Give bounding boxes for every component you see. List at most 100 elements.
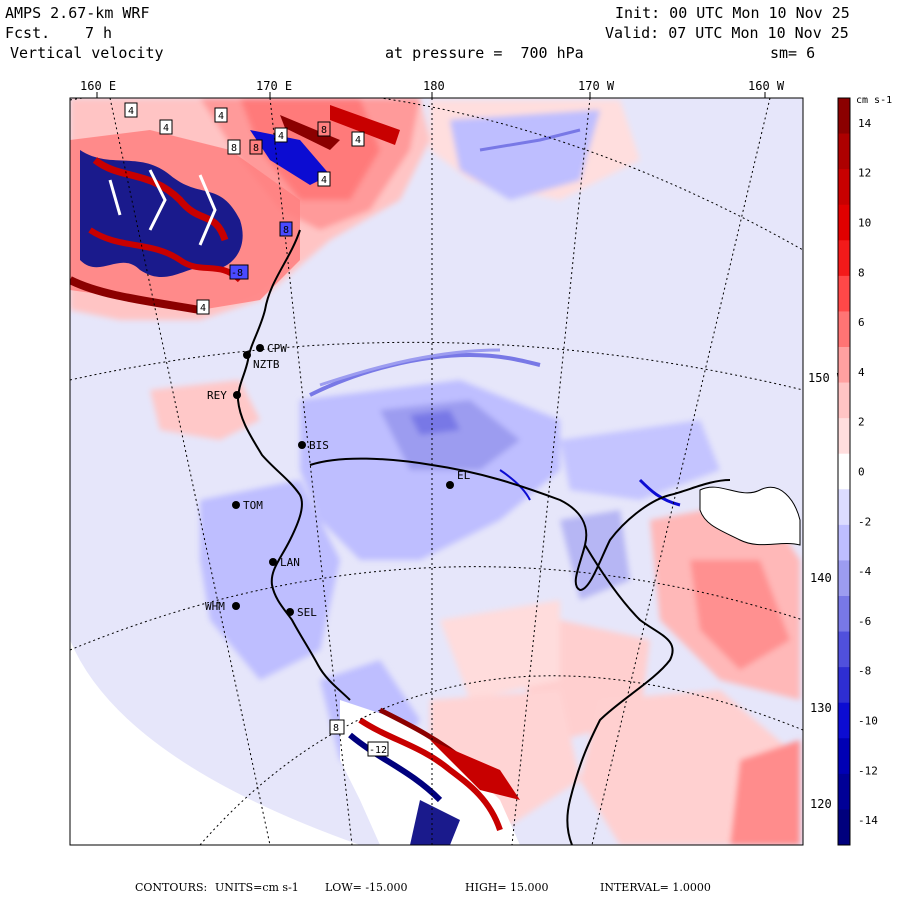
station-marker-tom [232, 501, 240, 509]
station-marker-rey [233, 391, 241, 399]
colorbar-swatch [838, 204, 850, 241]
colorbar-units: cm s-1 [856, 95, 893, 106]
contour-label: 8 [333, 723, 339, 734]
station-label-whm: WHM [205, 600, 225, 613]
footer-interval: INTERVAL= 1.0000 [600, 881, 711, 894]
colorbar-swatch [838, 809, 850, 846]
colorbar-tick-label: -14 [858, 814, 878, 827]
coastline [236, 229, 731, 845]
contour-label: 4 [128, 106, 134, 117]
domain-edge-white [70, 640, 360, 845]
station-label-lan: LAN [280, 556, 300, 569]
station-marker-whm [232, 602, 240, 610]
colorbar-swatch [838, 738, 850, 775]
lon-label-160e: 160 E [80, 79, 117, 93]
station-marker-lan [269, 558, 277, 566]
colorbar-tick-label: 2 [858, 416, 865, 429]
station-marker-cpw [256, 344, 264, 352]
colorbar-tick-label: -2 [858, 515, 871, 528]
station-marker-bis [298, 441, 306, 449]
footer-low: LOW= -15.000 [325, 881, 408, 894]
footer-high: HIGH= 15.000 [465, 881, 549, 894]
map-frame [69, 97, 804, 846]
contour-label: -8 [231, 268, 243, 279]
colorbar-swatch [838, 382, 850, 419]
colorbar-swatch [838, 560, 850, 597]
colorbar-swatch [838, 311, 850, 348]
upper-band [479, 128, 581, 152]
colorbar-swatch [838, 631, 850, 668]
contour-label: 8 [231, 143, 237, 154]
colorbar-swatch [838, 347, 850, 384]
elongated-band-2 [319, 348, 501, 387]
station-label-nztb: NZTB [253, 358, 280, 371]
colorbar-tick-label: 8 [858, 266, 865, 279]
contour-label: 8 [321, 125, 327, 136]
pressure-level: at pressure = 700 hPa [385, 44, 584, 62]
lon-label-160w: 160 W [748, 79, 785, 93]
station-label-bis: BIS [309, 439, 329, 452]
station-marker-sel [286, 608, 294, 616]
forecast-hour: 7 h [85, 24, 113, 42]
colorbar-swatch [838, 275, 850, 312]
colorbar: 14 12 10 8 6 4 2 0 -2 -4 -6 -8 -10 -12 -14 [837, 97, 878, 846]
colorbar-frame [837, 97, 851, 846]
field-name: Vertical velocity [10, 44, 164, 62]
colorbar-swatch [838, 596, 850, 633]
colorbar-tick-label: 14 [858, 117, 872, 130]
contour-label: 4 [200, 303, 206, 314]
lon-label-180: 180 [423, 79, 445, 93]
colorbar-swatch [838, 489, 850, 526]
colorbar-tick-label: 4 [858, 366, 865, 379]
station-group: CPW NZTB REY BIS TOM LAN WHM SEL EL [205, 342, 471, 619]
model-title: AMPS 2.67-km WRF [5, 4, 150, 22]
contour-label: 4 [278, 131, 284, 142]
negative-regions [200, 110, 720, 780]
valid-time: Valid: 07 UTC Mon 10 Nov 25 [605, 24, 849, 42]
colorbar-tick-label: -12 [858, 764, 878, 777]
colorbar-tick-label: -8 [858, 665, 871, 678]
colorbar-swatch [838, 667, 850, 704]
lon-label-170e: 170 E [256, 79, 293, 93]
station-label-cpw: CPW [267, 342, 287, 355]
map-field: 4 4 4 8 8 4 8 4 4 -8 8 4 8 -12 CPW NZTB … [70, 98, 803, 845]
colorbar-swatch [838, 524, 850, 561]
contour-label: 4 [163, 123, 169, 134]
colorbar-swatch [838, 702, 850, 739]
colorbar-swatch [838, 98, 850, 135]
contour-label: -12 [369, 745, 387, 756]
footer-contours: CONTOURS: [135, 881, 208, 894]
smoothing: sm= 6 [770, 44, 816, 62]
station-marker-nztb [243, 351, 251, 359]
colorbar-tick-label: -4 [858, 565, 872, 578]
station-label-tom: TOM [243, 499, 263, 512]
contour-label: 8 [283, 225, 289, 236]
contour-label: 4 [355, 135, 361, 146]
contour-label-group: 4 4 4 8 8 4 8 4 4 -8 8 4 8 -12 [124, 102, 389, 757]
colorbar-swatch [838, 133, 850, 170]
contour-label: 4 [218, 111, 224, 122]
colorbar-tick-label: 12 [858, 167, 871, 180]
coastal-wave-region [340, 700, 520, 845]
colorbar-swatch [838, 169, 850, 206]
colorbar-swatch [838, 453, 850, 490]
colorbar-tick-label: 6 [858, 316, 865, 329]
graticule [70, 98, 803, 845]
colorbar-tick-label: 10 [858, 217, 871, 230]
colorbar-swatch [838, 240, 850, 277]
forecast-label: Fcst. [5, 24, 51, 42]
contour-label: 8 [253, 143, 259, 154]
colorbar-tick-label: 0 [858, 466, 865, 479]
frame-ticks [96, 92, 766, 98]
intense-wave-region [70, 105, 400, 314]
colorbar-swatch [838, 418, 850, 455]
lon-label-170w: 170 W [578, 79, 615, 93]
colorbar-swatch [838, 773, 850, 810]
colorbar-tick-label: -6 [858, 615, 871, 628]
init-time: Init: 00 UTC Mon 10 Nov 25 [615, 4, 850, 22]
contour-label: 4 [321, 175, 327, 186]
station-marker-el [446, 481, 454, 489]
footer-units: UNITS=cm s-1 [215, 881, 299, 894]
station-label-sel: SEL [297, 606, 317, 619]
